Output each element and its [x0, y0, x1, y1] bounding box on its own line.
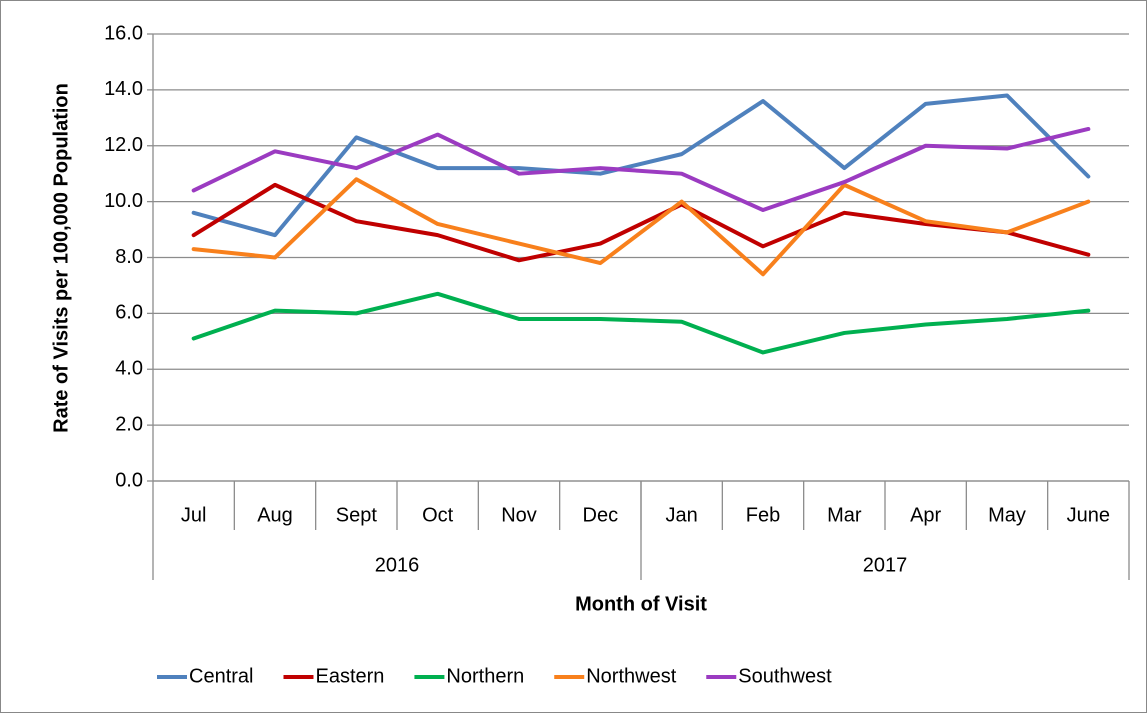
- y-tick-label: 16.0: [104, 22, 143, 44]
- legend-label: Southwest: [738, 665, 832, 687]
- x-tick-label: Jan: [666, 504, 698, 526]
- x-tick-label: May: [988, 504, 1026, 526]
- series-line: [191, 182, 1091, 263]
- legend-label: Central: [189, 665, 253, 687]
- y-tick-label: 14.0: [104, 78, 143, 100]
- series-line: [191, 177, 1091, 277]
- legend-label: Eastern: [315, 665, 384, 687]
- legend-label: Northwest: [586, 665, 676, 687]
- x-tick-label: Oct: [422, 504, 454, 526]
- y-tick-label: 2.0: [115, 413, 143, 435]
- y-tick-label: 12.0: [104, 134, 143, 156]
- series-line: [191, 93, 1091, 238]
- x-tick-label: Sept: [336, 504, 378, 526]
- y-tick-label: 8.0: [115, 246, 143, 268]
- x-tick-label: Apr: [910, 504, 941, 526]
- x-tick-label: Jul: [181, 504, 207, 526]
- x-tick-label: Mar: [827, 504, 862, 526]
- x-tick-label: Aug: [257, 504, 293, 526]
- legend-label: Northern: [446, 665, 524, 687]
- y-axis-title: Rate of Visits per 100,000 Population: [50, 83, 72, 433]
- x-axis-title: Month of Visit: [575, 593, 707, 615]
- x-group-label: 2017: [863, 554, 908, 576]
- x-tick-label: Dec: [583, 504, 619, 526]
- x-group-label: 2016: [375, 554, 420, 576]
- series-line: [191, 126, 1091, 213]
- y-tick-label: 6.0: [115, 302, 143, 324]
- y-tick-label: 4.0: [115, 358, 143, 380]
- series-line: [191, 291, 1091, 355]
- x-tick-label: Feb: [746, 504, 780, 526]
- y-tick-label: 10.0: [104, 190, 143, 212]
- x-tick-label: Nov: [501, 504, 537, 526]
- x-tick-label: June: [1067, 504, 1110, 526]
- y-tick-label: 0.0: [115, 469, 143, 491]
